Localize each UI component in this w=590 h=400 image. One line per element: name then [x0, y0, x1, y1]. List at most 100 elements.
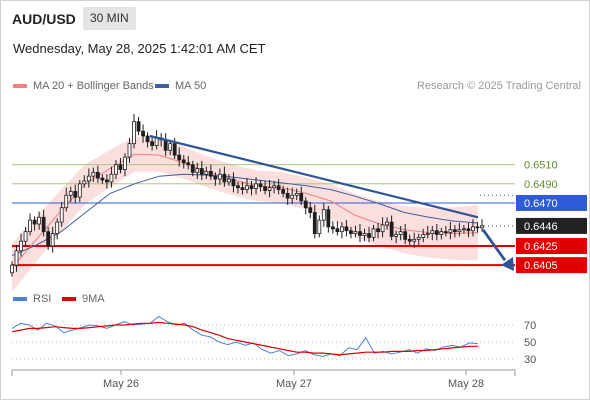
candle-body — [452, 229, 457, 233]
rsi-ma-line — [11, 321, 478, 356]
candle-body — [330, 226, 335, 230]
candle-body — [168, 143, 173, 151]
candle-body — [231, 178, 236, 187]
candle-body — [457, 229, 462, 233]
candle-body — [114, 164, 118, 175]
candle-body — [344, 226, 349, 232]
candle-body — [290, 194, 295, 199]
candle-body — [64, 194, 69, 209]
rsi-ma-swatch — [62, 297, 76, 301]
candle-body — [448, 229, 453, 234]
candle-body — [358, 231, 362, 236]
candle-body — [236, 185, 240, 189]
candle-body — [439, 231, 444, 235]
rsi-ma-legend-label: 9MA — [82, 293, 105, 305]
candle-body — [267, 187, 272, 191]
candle-body — [163, 139, 168, 151]
candle-body — [109, 173, 114, 183]
candle-body — [86, 175, 91, 182]
candle-body — [475, 226, 480, 229]
candle-body — [471, 226, 475, 232]
candle-body — [181, 159, 186, 164]
candle-body — [263, 186, 267, 191]
candle-body — [195, 168, 200, 173]
candle-body — [353, 231, 358, 234]
candle-body — [150, 141, 154, 146]
level-tag-pivot — [516, 194, 587, 211]
forecast-arrowhead — [501, 257, 514, 271]
rsi-tick-label: 30 — [524, 354, 536, 366]
candle-body — [136, 121, 141, 132]
candle-body — [281, 189, 286, 194]
level-label: 0.6405 — [524, 260, 558, 272]
level-label: 0.6470 — [524, 198, 558, 210]
candle-body — [317, 219, 322, 234]
rsi-swatch — [13, 297, 27, 301]
candle-body — [389, 221, 394, 237]
candle-body — [272, 185, 277, 189]
candle-body — [249, 185, 254, 190]
candle-body — [480, 225, 484, 229]
candle-body — [123, 156, 127, 170]
candle-body — [349, 230, 353, 234]
candle-body — [254, 183, 258, 190]
candle-body — [416, 236, 421, 240]
rsi-legend-label: RSI — [33, 293, 52, 305]
candle-body — [68, 191, 73, 196]
candle-body — [145, 135, 150, 143]
x-tick-label: May 28 — [448, 378, 484, 390]
candle-body — [367, 233, 371, 238]
level-tag-support — [516, 238, 587, 254]
candle-body — [434, 230, 439, 235]
ma20-swatch — [13, 84, 27, 88]
candle-body — [23, 231, 28, 242]
candle-body — [28, 219, 32, 233]
candle-body — [294, 192, 299, 196]
candle-body — [258, 183, 263, 188]
candle-body — [177, 154, 182, 161]
candle-body — [46, 231, 51, 247]
candle-body — [443, 231, 448, 234]
candle-body — [240, 187, 245, 190]
legend-rsi-ma: 9MA — [62, 293, 105, 305]
candle-body — [73, 191, 78, 198]
candle-body — [362, 233, 367, 236]
legend-ma20: MA 20 + Bollinger Bands — [13, 80, 154, 92]
candle-body — [245, 185, 249, 190]
candle-body — [421, 234, 426, 238]
x-tick-label: May 26 — [103, 378, 139, 390]
level-label: 0.6446 — [524, 221, 558, 233]
candle-body — [425, 233, 430, 235]
level-label: 0.6490 — [524, 179, 558, 191]
candle-body — [371, 228, 376, 238]
candle-body — [77, 183, 82, 198]
candle-body — [208, 170, 213, 177]
candle-body — [100, 177, 105, 181]
datetime-label: Wednesday, May 28, 2025 1:42:01 AM CET — [13, 41, 266, 56]
candle-body — [91, 171, 96, 177]
candle-body — [222, 173, 227, 183]
rsi-line — [11, 315, 479, 357]
candle-body — [299, 192, 304, 202]
candle-body — [154, 137, 159, 146]
candle-body — [394, 234, 399, 237]
ma50-legend-label: MA 50 — [175, 80, 207, 92]
candle-body — [37, 216, 42, 225]
level-tag-current — [516, 217, 587, 234]
x-tick-label: May 27 — [276, 378, 312, 390]
candle-body — [82, 180, 87, 185]
candle-body — [213, 175, 218, 180]
resistance-trendline — [149, 134, 479, 219]
candle-body — [19, 240, 23, 252]
symbol-title: AUD/USD — [12, 11, 76, 27]
candle-body — [308, 207, 313, 213]
timeframe-badge[interactable]: 30 MIN — [83, 7, 136, 30]
candle-body — [141, 130, 145, 137]
candle-body — [204, 170, 209, 175]
candle-body — [118, 164, 123, 170]
candle-body — [59, 207, 64, 223]
candle-body — [321, 209, 326, 221]
rsi-tick-label: 70 — [524, 320, 536, 332]
candle-body — [385, 221, 389, 226]
